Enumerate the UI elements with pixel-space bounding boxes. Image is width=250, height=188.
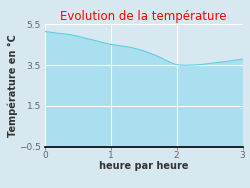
Title: Evolution de la température: Evolution de la température: [60, 10, 227, 23]
X-axis label: heure par heure: heure par heure: [99, 161, 188, 171]
Y-axis label: Température en °C: Température en °C: [7, 34, 18, 137]
